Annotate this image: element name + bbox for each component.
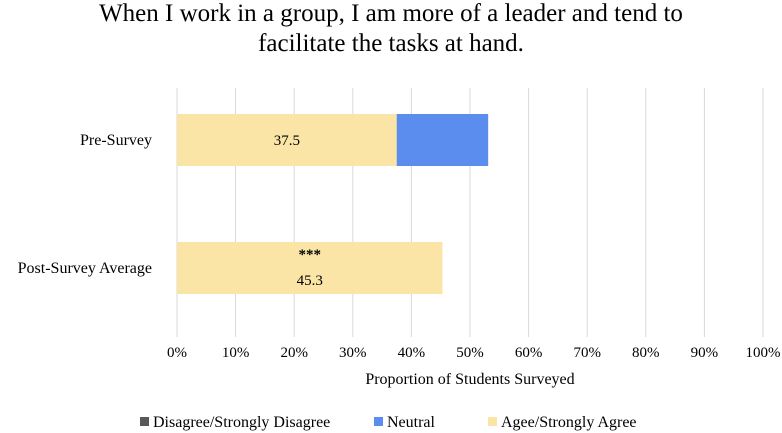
legend: Disagree/Strongly Disagree Neutral Agee/St… xyxy=(140,414,637,431)
x-tick-label: 70% xyxy=(573,345,601,361)
legend-swatch xyxy=(488,417,497,426)
x-tick-label: 40% xyxy=(398,345,426,361)
chart-title-line-2: facilitate the tasks at hand. xyxy=(258,30,524,57)
bar-segment xyxy=(177,242,443,294)
legend-label: Disagree/Strongly Disagree xyxy=(153,414,330,431)
legend-swatch xyxy=(140,417,149,426)
x-axis-title: Proportion of Students Surveyed xyxy=(365,371,574,388)
category-labels: Pre-Survey Post-Survey Average xyxy=(18,132,152,277)
x-tick-label: 50% xyxy=(456,345,484,361)
category-label: Post-Survey Average xyxy=(18,260,152,277)
data-label: 37.5 xyxy=(274,133,300,149)
data-label: 45.3 xyxy=(297,273,323,289)
x-tick-label: 30% xyxy=(339,345,367,361)
legend-label: Agee/Strongly Agree xyxy=(501,414,637,431)
x-tick-label: 20% xyxy=(280,345,308,361)
x-tick-label: 10% xyxy=(222,345,250,361)
x-tick-label: 0% xyxy=(167,345,187,361)
legend-label: Neutral xyxy=(387,414,436,431)
x-tick-label: 90% xyxy=(691,345,719,361)
significance-label: *** xyxy=(298,247,321,263)
x-tick-labels: 0% 10% 20% 30% 40% 50% 60% 70% 80% 90% 100% xyxy=(167,345,781,361)
bars: 9.453.137.59.7***45.0***45.3 xyxy=(177,114,489,294)
x-tick-label: 60% xyxy=(515,345,543,361)
legend-swatch xyxy=(374,417,383,426)
chart-title-line-1: When I work in a group, I am more of a l… xyxy=(99,0,683,27)
category-label: Pre-Survey xyxy=(80,132,152,149)
x-tick-label: 80% xyxy=(632,345,660,361)
bar-segment xyxy=(177,114,397,166)
x-tick-label: 100% xyxy=(746,345,781,361)
